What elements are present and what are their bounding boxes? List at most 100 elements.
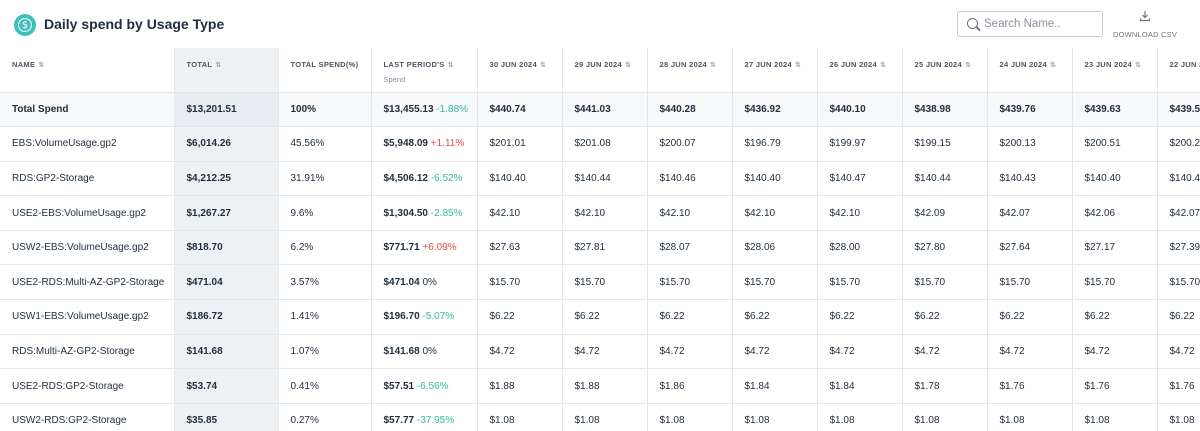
column-header-last-period[interactable]: LAST PERIOD'S ⇅ Spend bbox=[371, 48, 478, 93]
cell-last-period: $196.70 -5.07% bbox=[371, 299, 478, 335]
column-header-date[interactable]: 30 JUN 2024 ⇅ bbox=[477, 48, 563, 93]
cell-day-value: $201.08 bbox=[562, 126, 648, 162]
sort-icon[interactable]: ⇅ bbox=[215, 61, 222, 69]
table-row[interactable]: USW1-EBS:VolumeUsage.gp2 $186.72 1.41% $196… bbox=[0, 299, 1200, 335]
change-badge: 0% bbox=[422, 345, 437, 357]
cell-day-value: $1.08 bbox=[732, 403, 818, 431]
cell-day-value: $4.72 bbox=[1157, 334, 1200, 370]
cell-day-value: $1.84 bbox=[732, 368, 818, 404]
column-header-date[interactable]: 22 JUN 2⇅ bbox=[1157, 48, 1200, 93]
cell-day-value: $4.72 bbox=[817, 334, 903, 370]
cell-day-value: $196.79 bbox=[732, 126, 818, 162]
cell-day-value: $4.72 bbox=[647, 334, 733, 370]
cell-day-value: $15.70 bbox=[817, 264, 903, 301]
table-row[interactable]: USW2-RDS:GP2-Storage $35.85 0.27% $57.77 -3… bbox=[0, 403, 1200, 431]
cell-total-pct: 31.91% bbox=[278, 161, 372, 197]
column-header-date[interactable]: 28 JUN 2024 ⇅ bbox=[647, 48, 733, 93]
cell-name: USW2-EBS:VolumeUsage.gp2 bbox=[0, 230, 175, 266]
column-header-date[interactable]: 27 JUN 2024 ⇅ bbox=[732, 48, 818, 93]
table-row[interactable]: RDS:Multi-AZ-GP2-Storage $141.68 1.07% $141… bbox=[0, 334, 1200, 370]
cell-total: $6,014.26 bbox=[174, 126, 279, 162]
change-badge: 0% bbox=[422, 276, 437, 288]
sort-icon[interactable]: ⇅ bbox=[880, 61, 887, 69]
table-row[interactable]: Total Spend $13,201.51 100% $13,455.13 -1.8… bbox=[0, 92, 1200, 128]
cell-day-value: $439.63 bbox=[1072, 92, 1158, 128]
cell-day-value: $15.70 bbox=[1072, 264, 1158, 301]
dollar-circle-icon: $ bbox=[14, 14, 36, 36]
cell-day-value: $199.15 bbox=[902, 126, 988, 162]
cell-day-value: $200.13 bbox=[987, 126, 1073, 162]
cell-day-value: $200.07 bbox=[647, 126, 733, 162]
column-header-date[interactable]: 25 JUN 2024 ⇅ bbox=[902, 48, 988, 93]
cell-day-value: $1.08 bbox=[562, 403, 648, 431]
cell-total: $1,267.27 bbox=[174, 195, 279, 231]
cell-day-value: $1.86 bbox=[647, 368, 733, 404]
change-badge: -5.07% bbox=[422, 311, 455, 323]
cell-day-value: $28.00 bbox=[817, 230, 903, 266]
cell-day-value: $439.76 bbox=[987, 92, 1073, 128]
cell-day-value: $27.39 bbox=[1157, 230, 1200, 266]
cell-name: USE2-RDS:Multi-AZ-GP2-Storage bbox=[0, 264, 175, 301]
cell-day-value: $1.76 bbox=[1072, 368, 1158, 404]
cell-day-value: $4.72 bbox=[987, 334, 1073, 370]
cell-day-value: $27.81 bbox=[562, 230, 648, 266]
cell-day-value: $15.70 bbox=[477, 264, 563, 301]
cell-name: RDS:Multi-AZ-GP2-Storage bbox=[0, 334, 175, 370]
table-row[interactable]: USE2-RDS:GP2-Storage $53.74 0.41% $57.51 -6… bbox=[0, 368, 1200, 404]
column-header-date[interactable]: 23 JUN 2024 ⇅ bbox=[1072, 48, 1158, 93]
column-header-total[interactable]: TOTAL ⇅ bbox=[174, 48, 279, 93]
cell-day-value: $4.72 bbox=[477, 334, 563, 370]
search-box[interactable] bbox=[957, 11, 1103, 37]
cell-day-value: $42.06 bbox=[1072, 195, 1158, 231]
sort-icon[interactable]: ⇅ bbox=[540, 61, 547, 69]
cell-day-value: $6.22 bbox=[647, 299, 733, 335]
column-header-total-pct[interactable]: TOTAL SPEND(%) bbox=[278, 48, 372, 93]
sort-icon[interactable]: ⇅ bbox=[1050, 61, 1057, 69]
cell-total-pct: 45.56% bbox=[278, 126, 372, 162]
table-row[interactable]: RDS:GP2-Storage $4,212.25 31.91% $4,506.12 … bbox=[0, 161, 1200, 197]
change-badge: +1.11% bbox=[430, 138, 465, 150]
cell-total-pct: 0.27% bbox=[278, 403, 372, 431]
cell-day-value: $42.07 bbox=[1157, 195, 1200, 231]
cell-day-value: $1.08 bbox=[902, 403, 988, 431]
column-header-date[interactable]: 26 JUN 2024 ⇅ bbox=[817, 48, 903, 93]
cell-day-value: $42.09 bbox=[902, 195, 988, 231]
column-header-name[interactable]: NAME ⇅ bbox=[0, 48, 175, 93]
cell-day-value: $200.24 bbox=[1157, 126, 1200, 162]
last-period-value: $57.51 bbox=[383, 380, 415, 392]
search-input[interactable] bbox=[984, 16, 1096, 32]
table-row[interactable]: USW2-EBS:VolumeUsage.gp2 $818.70 6.2% $771.… bbox=[0, 230, 1200, 266]
cell-day-value: $6.22 bbox=[477, 299, 563, 335]
change-badge: -6.52% bbox=[430, 172, 463, 184]
sort-icon[interactable]: ⇅ bbox=[965, 61, 972, 69]
change-badge: -37.95% bbox=[416, 415, 455, 427]
cell-day-value: $42.10 bbox=[817, 195, 903, 231]
table-row[interactable]: USE2-RDS:Multi-AZ-GP2-Storage $471.04 3.57… bbox=[0, 264, 1200, 301]
cell-last-period: $57.51 -6.56% bbox=[371, 368, 478, 404]
page-title: Daily spend by Usage Type bbox=[44, 16, 225, 32]
cell-day-value: $1.88 bbox=[477, 368, 563, 404]
table-row[interactable]: EBS:VolumeUsage.gp2 $6,014.26 45.56% $5,948… bbox=[0, 126, 1200, 162]
column-header-date[interactable]: 24 JUN 2024 ⇅ bbox=[987, 48, 1073, 93]
column-header-date[interactable]: 29 JUN 2024 ⇅ bbox=[562, 48, 648, 93]
last-period-value: $1,304.50 bbox=[383, 207, 429, 219]
cell-name: USE2-RDS:GP2-Storage bbox=[0, 368, 175, 404]
sort-icon[interactable]: ⇅ bbox=[38, 61, 45, 69]
cell-day-value: $1.08 bbox=[477, 403, 563, 431]
sort-icon[interactable]: ⇅ bbox=[447, 61, 454, 69]
cell-total-pct: 1.41% bbox=[278, 299, 372, 335]
change-badge: -2.85% bbox=[430, 207, 463, 219]
sort-icon[interactable]: ⇅ bbox=[625, 61, 632, 69]
table-row[interactable]: USE2-EBS:VolumeUsage.gp2 $1,267.27 9.6% $1,… bbox=[0, 195, 1200, 231]
cell-day-value: $4.72 bbox=[732, 334, 818, 370]
sort-icon[interactable]: ⇅ bbox=[1135, 61, 1142, 69]
cell-total-pct: 1.07% bbox=[278, 334, 372, 370]
sort-icon[interactable]: ⇅ bbox=[710, 61, 717, 69]
cell-day-value: $440.74 bbox=[477, 92, 563, 128]
sort-icon[interactable]: ⇅ bbox=[795, 61, 802, 69]
usage-table-container: NAME ⇅ TOTAL ⇅ TOTAL SPEND(%) LAST PERIOD'… bbox=[0, 48, 1200, 431]
download-csv-button[interactable]: DOWNLOAD CSV bbox=[1110, 8, 1180, 42]
cell-day-value: $440.10 bbox=[817, 92, 903, 128]
cell-day-value: $15.70 bbox=[647, 264, 733, 301]
cell-day-value: $199.97 bbox=[817, 126, 903, 162]
